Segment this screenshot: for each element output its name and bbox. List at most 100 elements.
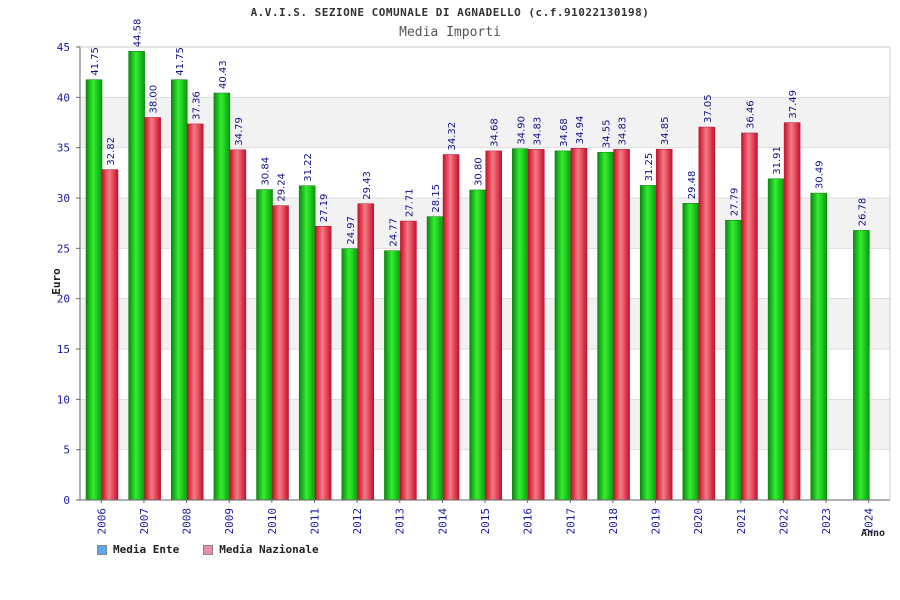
bars-layer: 41.75 32.82 44.58 38.00 41.75 37.36 40.43 34.79… bbox=[85, 19, 870, 501]
data-label: 27.19 bbox=[319, 194, 330, 223]
bar-nazionale bbox=[613, 149, 630, 501]
bar-ente bbox=[384, 250, 401, 501]
bar-ente bbox=[171, 79, 188, 501]
data-label: 37.49 bbox=[788, 90, 799, 119]
data-label: 30.49 bbox=[815, 160, 826, 189]
data-label: 34.55 bbox=[602, 120, 613, 149]
bar-nazionale bbox=[357, 203, 375, 501]
y-tick-label: 10 bbox=[57, 393, 70, 406]
x-tick-label: 2009 bbox=[223, 508, 236, 535]
data-label: 37.36 bbox=[191, 91, 202, 120]
x-tick-label: 2015 bbox=[479, 508, 492, 535]
y-tick-label: 15 bbox=[57, 343, 70, 356]
legend-label-ente: Media Ente bbox=[113, 543, 180, 556]
legend-label-nazionale: Media Nazionale bbox=[219, 543, 319, 556]
x-tick-label: 2023 bbox=[820, 508, 833, 535]
y-tick-label: 45 bbox=[57, 41, 70, 54]
legend-swatch-ente bbox=[97, 544, 107, 555]
data-label: 34.68 bbox=[559, 118, 570, 147]
data-label: 34.94 bbox=[575, 116, 586, 145]
bar-nazionale bbox=[783, 122, 801, 501]
x-tick-label: 2012 bbox=[351, 508, 364, 535]
x-tick-label: 2006 bbox=[95, 508, 108, 535]
bar-ente bbox=[469, 189, 486, 501]
x-tick-label: 2011 bbox=[308, 508, 321, 535]
bar-nazionale bbox=[442, 154, 460, 501]
bar-nazionale bbox=[570, 148, 588, 501]
data-label: 24.77 bbox=[388, 218, 399, 247]
data-label: 27.79 bbox=[729, 188, 740, 217]
x-tick-label: 2019 bbox=[650, 508, 663, 535]
data-label: 34.68 bbox=[490, 118, 501, 147]
x-tick-label: 2024 bbox=[863, 508, 876, 535]
axes-layer: 0 5 10 15 20 25 30 35 40 45 2006 2007 2008 2009 2010 20… bbox=[57, 41, 891, 535]
bar-ente bbox=[554, 150, 572, 501]
y-tick-label: 5 bbox=[63, 444, 70, 457]
data-label: 27.71 bbox=[404, 188, 415, 217]
data-label: 24.97 bbox=[346, 216, 357, 245]
y-tick-label: 25 bbox=[57, 242, 70, 255]
bar-nazionale bbox=[698, 126, 716, 501]
bar-nazionale bbox=[485, 150, 502, 501]
data-label: 41.75 bbox=[90, 47, 101, 76]
bar-nazionale bbox=[101, 169, 119, 501]
bar-ente bbox=[85, 79, 103, 501]
data-label: 30.84 bbox=[261, 157, 272, 186]
bar-nazionale bbox=[272, 205, 289, 501]
data-label: 29.48 bbox=[687, 171, 698, 200]
bar-ente bbox=[725, 219, 742, 501]
y-tick-label: 20 bbox=[57, 293, 70, 306]
chart-title: A.V.I.S. SEZIONE COMUNALE DI AGNADELLO (… bbox=[250, 6, 650, 19]
bar-ente bbox=[128, 50, 145, 501]
chart-subtitle: Media Importi bbox=[399, 25, 501, 40]
data-label: 34.83 bbox=[618, 117, 629, 146]
data-label: 31.25 bbox=[644, 153, 655, 182]
plot-band bbox=[80, 47, 890, 98]
data-label: 34.85 bbox=[660, 117, 671, 146]
bar-nazionale bbox=[741, 132, 758, 501]
data-label: 36.46 bbox=[745, 100, 756, 129]
bar-ente bbox=[767, 178, 785, 501]
data-label: 29.43 bbox=[362, 171, 373, 200]
y-tick-label: 0 bbox=[63, 494, 70, 507]
x-tick-label: 2013 bbox=[394, 508, 407, 535]
data-label: 26.78 bbox=[857, 198, 868, 227]
legend: Media Ente Media Nazionale bbox=[97, 543, 319, 556]
bar-ente bbox=[853, 230, 870, 501]
x-tick-label: 2008 bbox=[181, 508, 194, 535]
x-tick-label: 2021 bbox=[735, 508, 748, 535]
data-label: 40.43 bbox=[218, 60, 229, 89]
data-label: 30.80 bbox=[474, 157, 485, 186]
data-label: 31.22 bbox=[303, 153, 314, 182]
bar-ente bbox=[341, 248, 359, 501]
bar-nazionale bbox=[187, 123, 204, 501]
bar-nazionale bbox=[400, 220, 417, 501]
bar-nazionale bbox=[314, 226, 332, 501]
x-tick-label: 2014 bbox=[436, 508, 449, 535]
y-tick-label: 30 bbox=[57, 192, 70, 205]
data-label: 28.15 bbox=[431, 184, 442, 213]
x-tick-label: 2017 bbox=[564, 508, 577, 535]
x-axis-label: Anno bbox=[861, 528, 886, 539]
x-tick-label: 2018 bbox=[607, 508, 620, 535]
y-axis-label: Euro bbox=[49, 268, 63, 295]
bar-nazionale bbox=[144, 117, 161, 501]
data-label: 34.79 bbox=[234, 117, 245, 146]
x-tick-label: 2010 bbox=[266, 508, 279, 535]
bar-nazionale bbox=[655, 148, 673, 501]
data-label: 34.90 bbox=[516, 116, 527, 145]
legend-swatch-nazionale bbox=[203, 544, 214, 555]
y-tick-label: 35 bbox=[57, 142, 70, 155]
x-tick-label: 2020 bbox=[692, 508, 705, 535]
bar-ente bbox=[810, 192, 827, 501]
data-label: 34.32 bbox=[447, 122, 458, 151]
bar-ente bbox=[597, 151, 614, 501]
data-label: 44.58 bbox=[133, 19, 144, 48]
bar-nazionale bbox=[229, 149, 247, 501]
bar-ente bbox=[213, 92, 231, 501]
x-tick-label: 2007 bbox=[138, 508, 151, 535]
data-label: 41.75 bbox=[175, 47, 186, 76]
data-label: 34.83 bbox=[532, 117, 543, 146]
bar-ente bbox=[256, 189, 273, 501]
